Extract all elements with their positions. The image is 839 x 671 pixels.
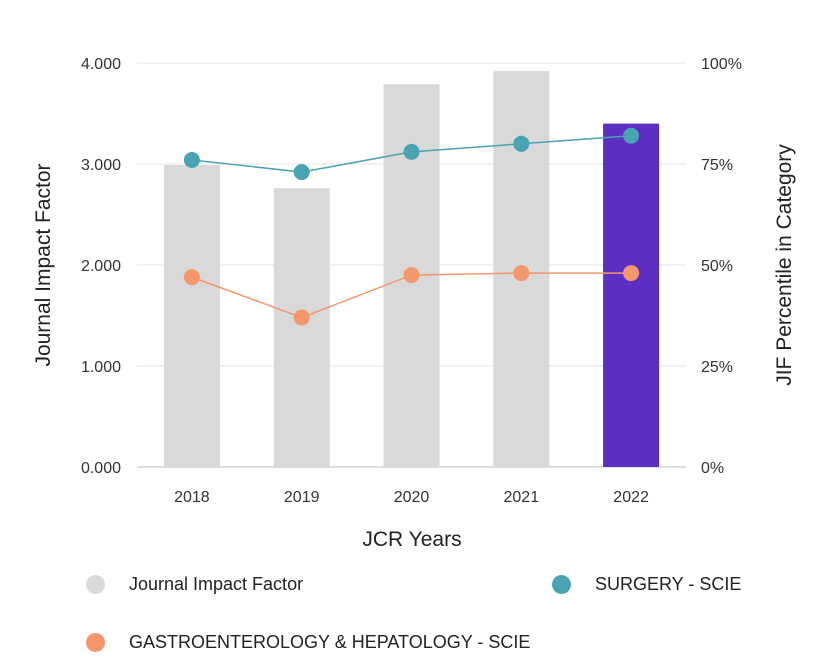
series-point-1 [294, 310, 310, 326]
legend-swatch-circle-icon [86, 575, 105, 594]
y-axis-right-title: JIF Percentile in Category [773, 144, 796, 386]
x-tick-label: 2020 [394, 489, 430, 506]
y-right-tick-label: 0% [701, 460, 724, 477]
y-right-tick-label: 25% [701, 359, 733, 376]
x-tick-label: 2021 [504, 489, 540, 506]
legend-label: Journal Impact Factor [129, 574, 303, 595]
legend-label: SURGERY - SCIE [595, 574, 741, 595]
y-axis-left-title: Journal Impact Factor [32, 163, 55, 366]
bar-jif [603, 124, 659, 467]
x-axis-title: JCR Years [362, 528, 461, 551]
series-point-1 [404, 267, 420, 283]
legend-item-gastro: GASTROENTEROLOGY & HEPATOLOGY - SCIE [86, 632, 530, 653]
series-point-0 [184, 152, 200, 168]
series-point-1 [513, 265, 529, 281]
y-right-tick-label: 100% [701, 56, 742, 73]
series-point-0 [513, 136, 529, 152]
y-left-tick-label: 1.000 [81, 359, 121, 376]
y-right-tick-label: 75% [701, 157, 733, 174]
legend-label: GASTROENTEROLOGY & HEPATOLOGY - SCIE [129, 632, 530, 653]
y-left-tick-label: 2.000 [81, 258, 121, 275]
series-point-0 [623, 128, 639, 144]
series-point-1 [184, 269, 200, 285]
combo-chart: 0.000 0% 1.000 25% 2.000 50% 3.000 75% 4.000 100%… [0, 0, 839, 560]
bar-jif [274, 188, 330, 467]
x-tick-label: 2022 [613, 489, 649, 506]
x-tick-label: 2018 [174, 489, 210, 506]
y-left-tick-label: 0.000 [81, 460, 121, 477]
y-left-tick-label: 3.000 [81, 157, 121, 174]
series-point-0 [294, 164, 310, 180]
y-left-tick-label: 4.000 [81, 56, 121, 73]
y-right-tick-label: 50% [701, 258, 733, 275]
bar-jif [164, 165, 220, 467]
series-point-1 [623, 265, 639, 281]
legend-item-jif: Journal Impact Factor [86, 574, 303, 595]
series-point-0 [404, 144, 420, 160]
legend-swatch-circle-icon [86, 633, 105, 652]
x-tick-label: 2019 [284, 489, 320, 506]
legend-swatch-circle-icon [552, 575, 571, 594]
legend-item-surgery: SURGERY - SCIE [552, 574, 741, 595]
